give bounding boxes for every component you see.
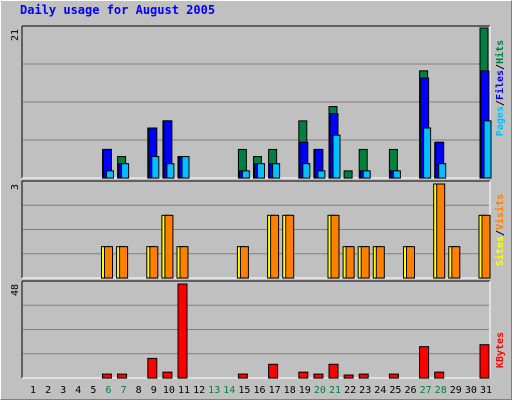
legend-entry: Pages: [495, 106, 506, 136]
visits-bar: [270, 214, 280, 279]
x-tick-label: 12: [193, 385, 205, 396]
x-tick-label: 24: [374, 385, 386, 396]
pages-bar: [257, 163, 265, 179]
kbytes-bar: [117, 373, 128, 379]
x-tick-label: 20: [314, 385, 326, 396]
legend-entry: Files: [494, 70, 506, 100]
visits-bar: [360, 246, 370, 279]
legend-entry: Visits: [494, 194, 506, 230]
kbytes-bar: [328, 363, 339, 379]
pages-bar: [423, 127, 432, 179]
kbytes-bar: [162, 371, 173, 379]
legend-entry: Sites: [494, 236, 506, 266]
kbytes-bar: [419, 346, 430, 379]
x-tick-label: 18: [284, 385, 296, 396]
x-tick-label: 16: [253, 385, 265, 396]
legend-entry: /: [495, 100, 506, 106]
visits-bar: [119, 246, 129, 279]
y-max-label: 3: [10, 184, 21, 190]
x-tick-label: 22: [344, 385, 356, 396]
pages-bar: [317, 170, 326, 179]
x-tick-label: 29: [450, 385, 462, 396]
x-tick-label: 30: [465, 385, 477, 396]
legend-entry: Hits: [494, 40, 506, 64]
x-tick-label: 9: [151, 385, 157, 396]
kbytes-bar: [237, 373, 248, 379]
legend-entry: KBytes: [495, 332, 506, 368]
kbytes-bar: [343, 374, 354, 379]
legend: Sites/Visits: [494, 194, 506, 266]
x-tick-label: 28: [435, 385, 447, 396]
x-tick-label: 6: [105, 385, 111, 396]
visits-bar: [330, 214, 340, 279]
visits-bar: [451, 246, 461, 279]
x-tick-label: 19: [299, 385, 311, 396]
x-tick-label: 2: [45, 385, 51, 396]
visits-bar: [285, 214, 295, 279]
pages-bar: [166, 163, 175, 179]
pages-bar: [241, 170, 250, 179]
kbytes-bar: [177, 283, 188, 379]
visits-bar: [164, 214, 174, 279]
x-tick-label: 7: [121, 385, 127, 396]
x-tick-label: 5: [90, 385, 96, 396]
visits-bar: [481, 214, 491, 279]
kbytes-bar: [313, 373, 324, 379]
x-tick-label: 25: [389, 385, 401, 396]
x-tick-label: 10: [163, 385, 175, 396]
kbytes-bar: [147, 357, 158, 379]
kbytes-bar: [268, 363, 279, 379]
hits-bar: [343, 170, 353, 179]
pages-bar: [392, 170, 401, 179]
x-tick-label: 21: [329, 385, 341, 396]
legend: KBytes: [495, 332, 506, 368]
x-tick-label: 17: [269, 385, 281, 396]
pages-bar: [483, 120, 492, 179]
chart-title: Daily usage for August 2005: [20, 3, 216, 17]
x-tick-label: 26: [404, 385, 416, 396]
x-tick-label: 4: [75, 385, 81, 396]
visits-bar: [104, 246, 113, 279]
pages-bar: [332, 134, 341, 179]
x-tick-label: 3: [60, 385, 66, 396]
x-tick-label: 14: [223, 385, 235, 396]
kbytes-bar: [479, 344, 490, 379]
visits-bar: [179, 246, 189, 279]
visits-bar: [149, 246, 159, 279]
visits-bar: [239, 246, 249, 279]
legend: Pages/Files/Hits: [494, 40, 506, 136]
visits-bar: [436, 183, 446, 279]
pages-bar: [181, 156, 190, 179]
kbytes-bar: [102, 373, 112, 379]
x-tick-label: 1: [30, 385, 36, 396]
y-max-label: 21: [10, 29, 21, 41]
kbytes-bar: [358, 373, 369, 379]
pages-bar: [272, 163, 281, 179]
x-tick-label: 27: [420, 385, 432, 396]
x-tick-label: 15: [238, 385, 250, 396]
x-tick-label: 8: [136, 385, 142, 396]
kbytes-bar: [298, 371, 309, 379]
visits-bar: [406, 246, 415, 279]
legend-entry: /: [495, 230, 506, 236]
pages-bar: [362, 170, 371, 179]
pages-bar: [121, 163, 130, 179]
y-max-label: 48: [10, 284, 21, 296]
pages-bar: [106, 170, 114, 179]
legend-entry: /: [495, 64, 506, 70]
kbytes-bar: [388, 373, 399, 379]
pages-bar: [438, 163, 447, 179]
visits-bar: [345, 246, 355, 279]
visits-bar: [375, 246, 385, 279]
x-tick-label: 11: [178, 385, 190, 396]
pages-bar: [151, 156, 160, 179]
x-tick-label: 31: [480, 385, 492, 396]
pages-bar: [302, 163, 311, 179]
kbytes-bar: [434, 371, 445, 379]
x-tick-label: 13: [208, 385, 220, 396]
x-tick-label: 23: [359, 385, 371, 396]
